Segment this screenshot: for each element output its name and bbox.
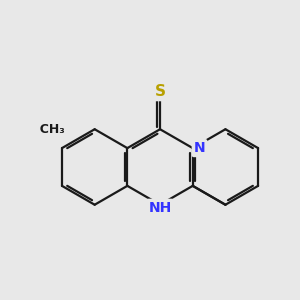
Text: CH₃: CH₃ xyxy=(31,123,65,136)
Text: NH: NH xyxy=(148,201,172,215)
Text: N: N xyxy=(194,141,205,155)
Text: S: S xyxy=(154,84,166,99)
